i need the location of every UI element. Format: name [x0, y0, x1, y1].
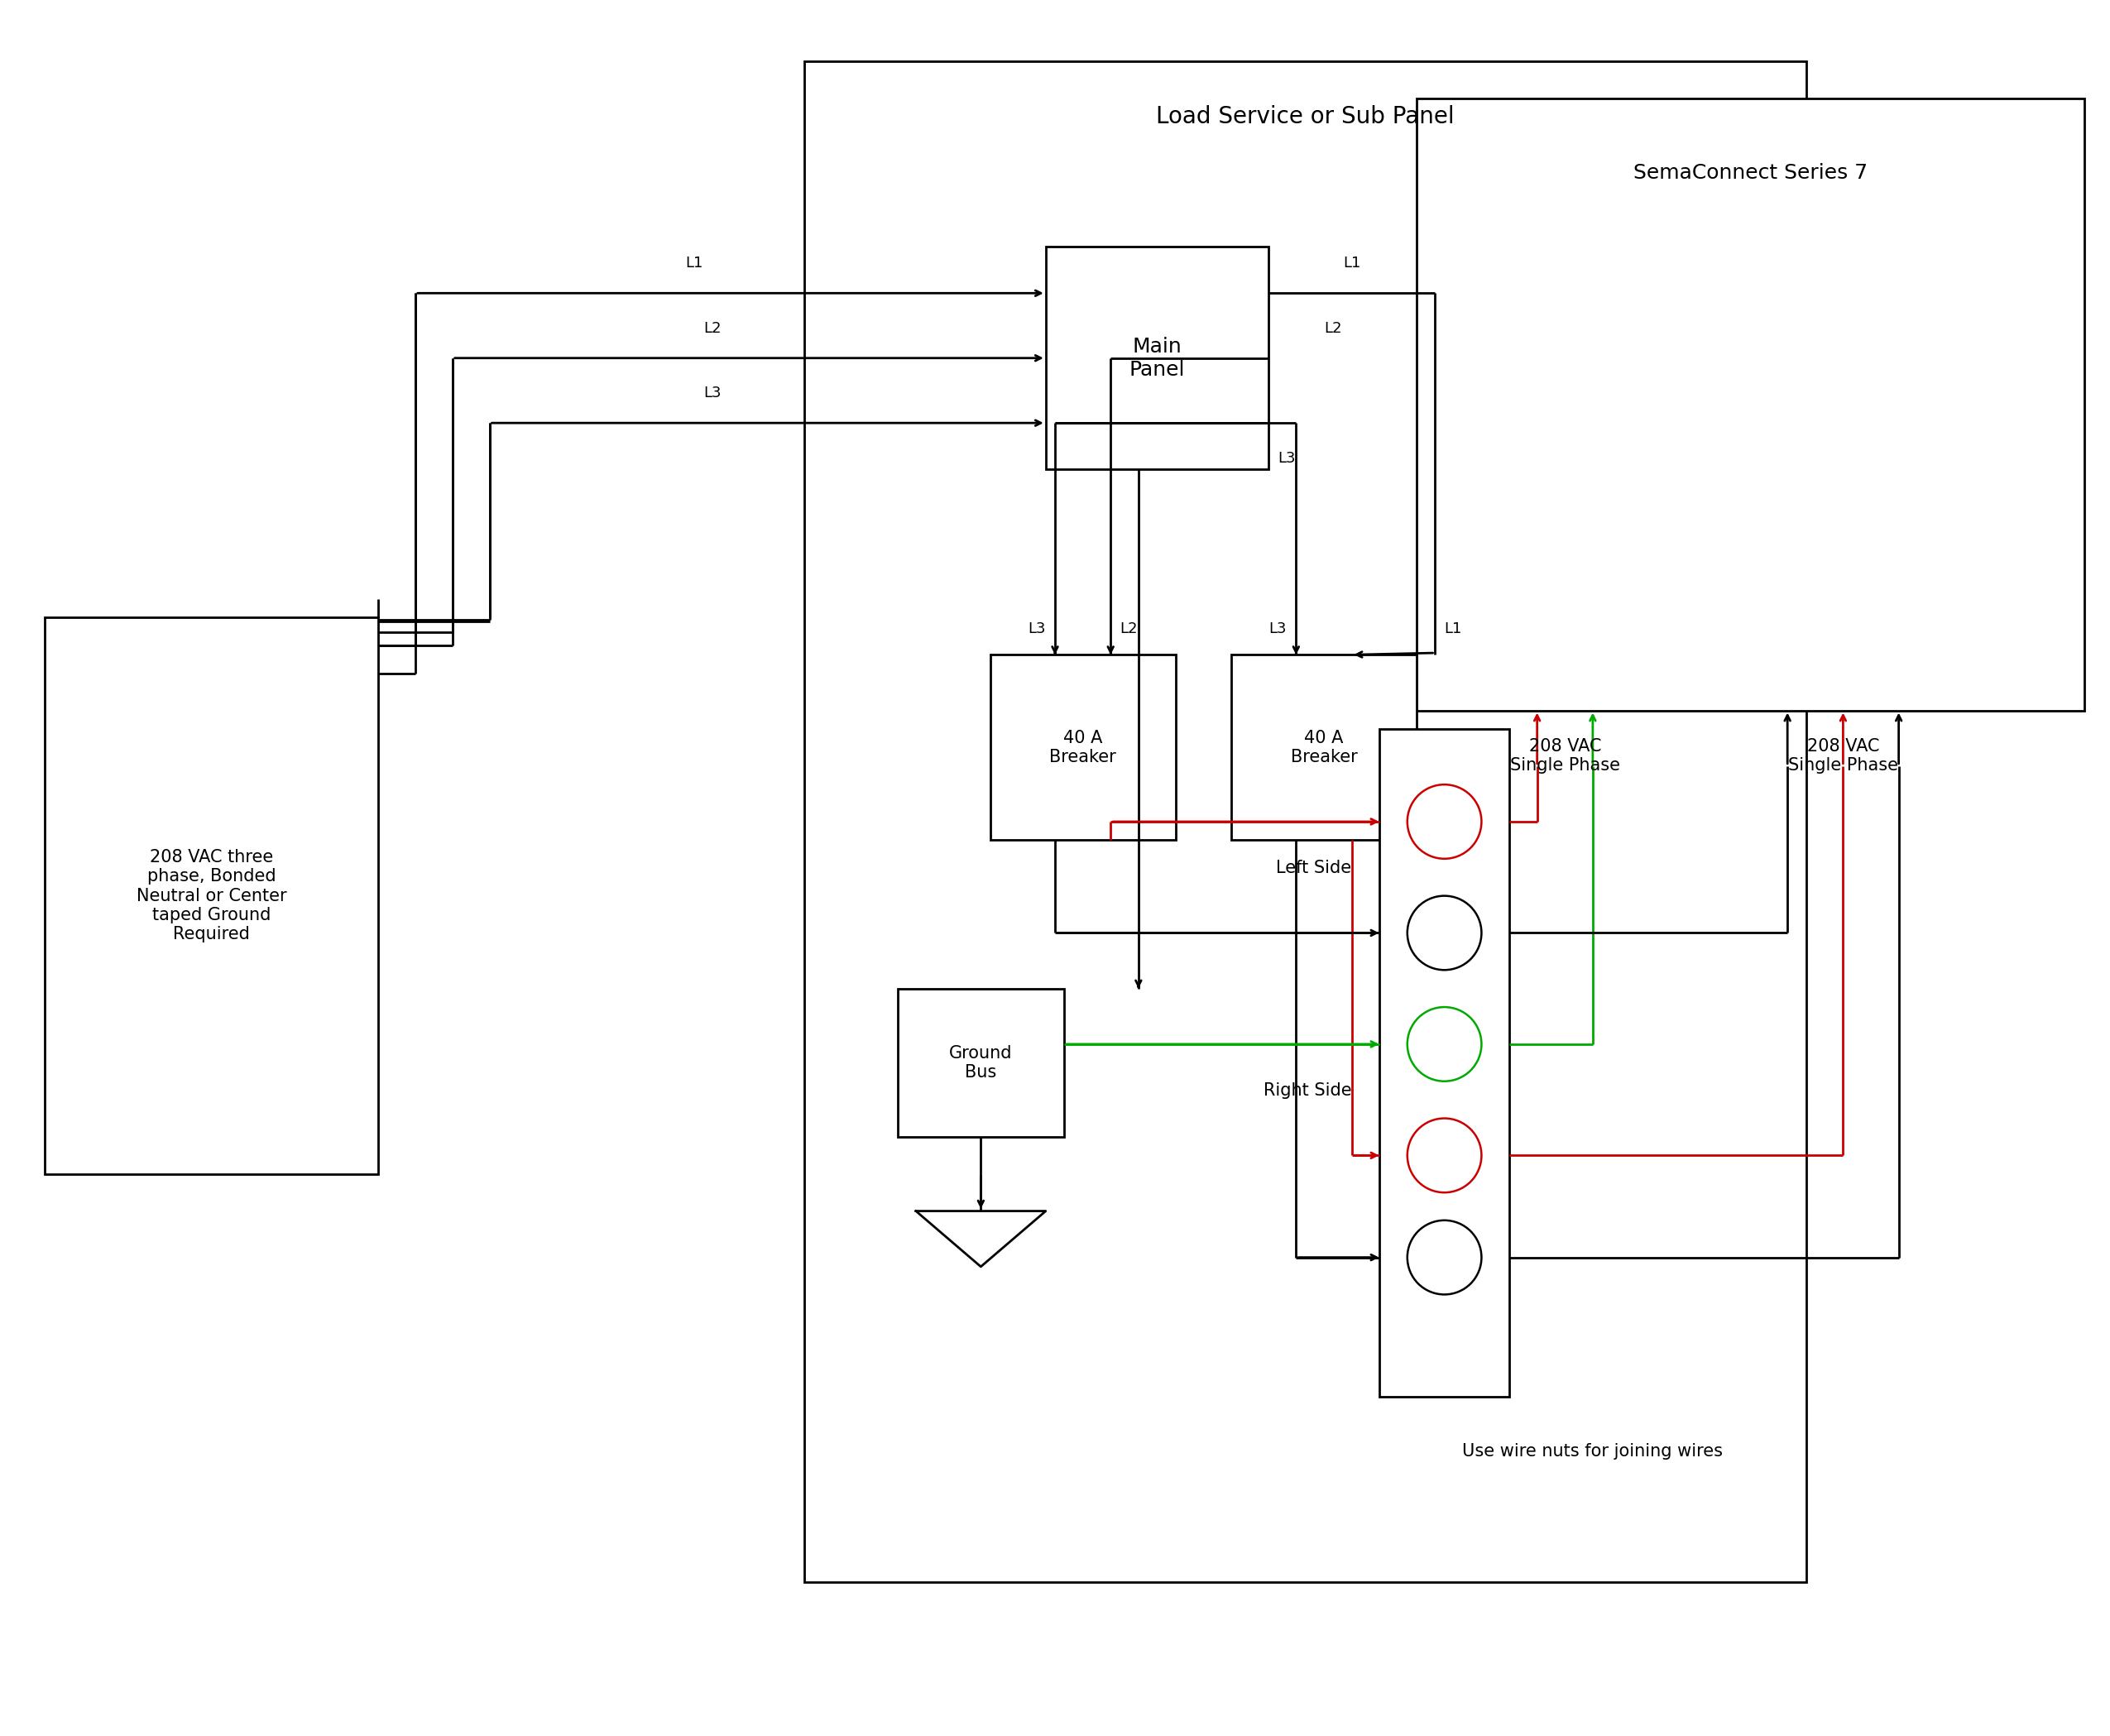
Bar: [1380, 729, 1509, 1396]
Circle shape: [1407, 1118, 1481, 1193]
Text: Left Side: Left Side: [1277, 859, 1353, 877]
Text: 208 VAC
Single Phase: 208 VAC Single Phase: [1787, 738, 1899, 774]
Text: 208 VAC three
phase, Bonded
Neutral or Center
taped Ground
Required: 208 VAC three phase, Bonded Neutral or C…: [137, 849, 287, 943]
Text: SemaConnect Series 7: SemaConnect Series 7: [1633, 163, 1867, 182]
Bar: [1230, 654, 1416, 840]
Text: L3: L3: [1279, 451, 1296, 465]
Bar: [44, 618, 378, 1174]
Text: Right Side: Right Side: [1264, 1082, 1353, 1099]
Text: Load Service or Sub Panel: Load Service or Sub Panel: [1156, 106, 1454, 128]
Bar: [990, 654, 1175, 840]
Bar: [1047, 247, 1268, 469]
Circle shape: [1407, 1007, 1481, 1082]
Text: L2: L2: [1323, 321, 1342, 335]
Text: L2: L2: [703, 321, 722, 335]
Text: L1: L1: [686, 255, 703, 271]
Bar: [804, 61, 1806, 1581]
Circle shape: [1407, 785, 1481, 859]
Text: L3: L3: [703, 385, 722, 401]
Text: 40 A
Breaker: 40 A Breaker: [1049, 729, 1116, 766]
Bar: [897, 988, 1063, 1137]
Text: L2: L2: [1120, 621, 1137, 635]
Text: L3: L3: [1028, 621, 1047, 635]
Bar: [1416, 99, 2085, 710]
Text: Use wire nuts for joining wires: Use wire nuts for joining wires: [1462, 1443, 1724, 1460]
Text: L1: L1: [1445, 621, 1462, 635]
Text: L3: L3: [1268, 621, 1287, 635]
Text: 40 A
Breaker: 40 A Breaker: [1291, 729, 1357, 766]
Circle shape: [1407, 1220, 1481, 1295]
Circle shape: [1407, 896, 1481, 970]
Text: Main
Panel: Main Panel: [1129, 337, 1186, 380]
Text: Ground
Bus: Ground Bus: [949, 1045, 1013, 1080]
Text: L1: L1: [1342, 255, 1361, 271]
Text: 208 VAC
Single Phase: 208 VAC Single Phase: [1511, 738, 1620, 774]
